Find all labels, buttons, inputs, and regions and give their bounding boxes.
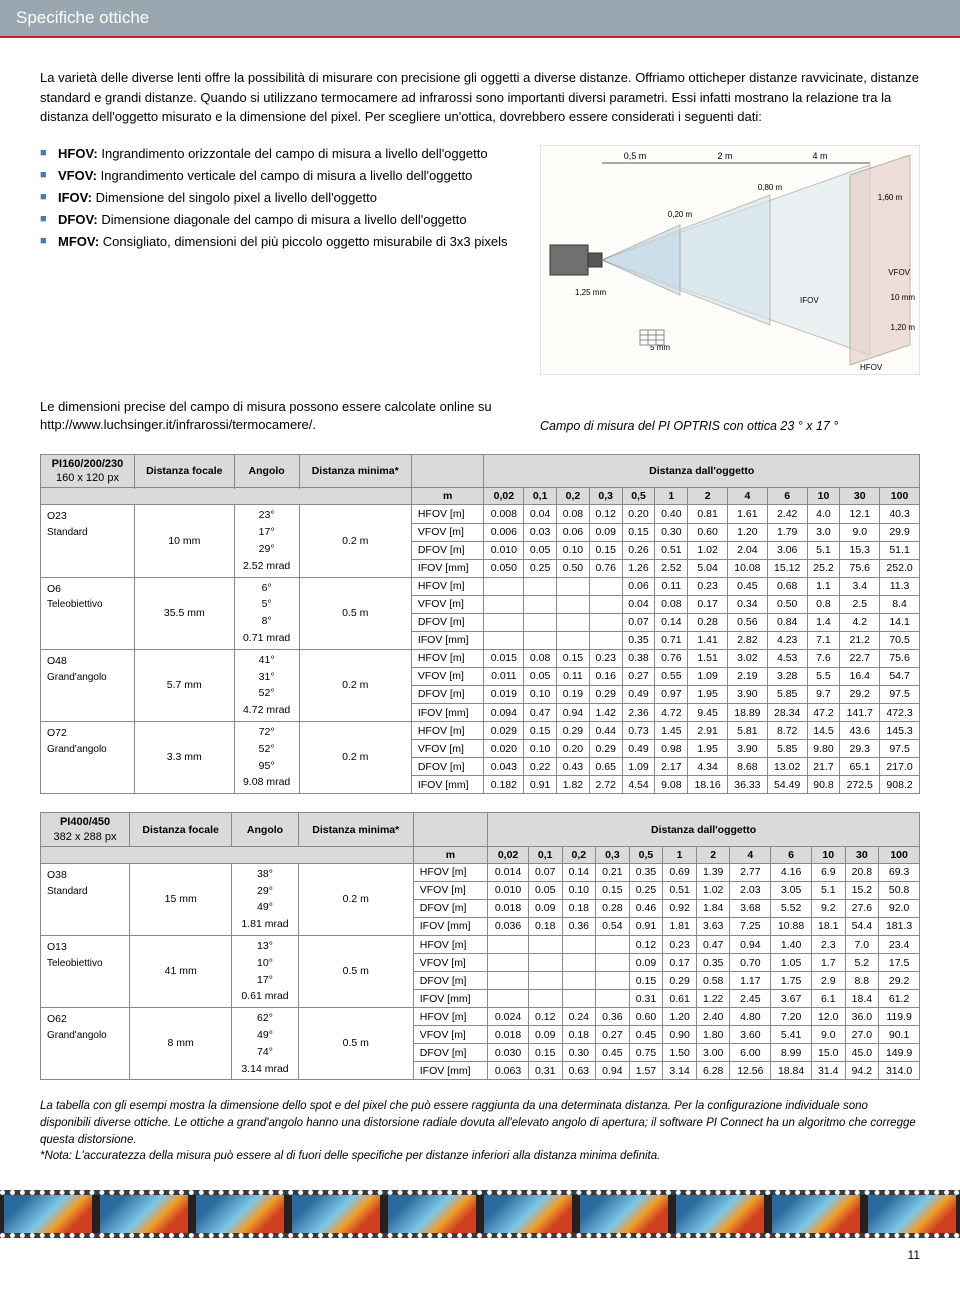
bullet-item: VFOV: Ingrandimento verticale del campo … [40,167,520,185]
svg-text:10 mm: 10 mm [891,293,916,302]
svg-text:IFOV: IFOV [800,296,819,305]
svg-text:1,25 mm: 1,25 mm [575,288,606,297]
svg-text:HFOV: HFOV [860,363,883,372]
svg-text:0,5 m: 0,5 m [624,151,647,161]
bullet-item: DFOV: Dimensione diagonale del campo di … [40,211,520,229]
svg-text:1,20 m: 1,20 m [891,323,916,332]
svg-text:2 m: 2 m [717,151,732,161]
footnote: La tabella con gli esempi mostra la dime… [40,1098,920,1165]
svg-text:0,80 m: 0,80 m [758,183,783,192]
bullet-list: HFOV: Ingrandimento orizzontale del camp… [40,145,520,378]
page-header: Specifiche ottiche [0,0,960,38]
svg-text:0,20 m: 0,20 m [668,210,693,219]
bullet-item: HFOV: Ingrandimento orizzontale del camp… [40,145,520,163]
svg-text:4 m: 4 m [812,151,827,161]
page-number: 11 [40,1248,920,1262]
online-text: Le dimensioni precise del campo di misur… [40,398,520,434]
bullet-item: MFOV: Consigliato, dimensioni del più pi… [40,233,520,251]
diagram-caption: Campo di misura del PI OPTRIS con ottica… [540,418,920,434]
fov-diagram: 0,5 m 2 m 4 m 0,20 m 0,80 m 1,60 m 1,25 … [540,145,920,378]
intro-paragraph: La varietà delle diverse lenti offre la … [40,68,920,127]
spec-table-2: PI400/450382 x 288 pxDistanza focaleAngo… [40,812,920,1080]
filmstrip-decoration [0,1190,960,1238]
spec-table-1: PI160/200/230160 x 120 pxDistanza focale… [40,454,920,794]
svg-text:VFOV: VFOV [888,268,910,277]
svg-text:1,60 m: 1,60 m [878,193,903,202]
bullet-item: IFOV: Dimensione del singolo pixel a liv… [40,189,520,207]
